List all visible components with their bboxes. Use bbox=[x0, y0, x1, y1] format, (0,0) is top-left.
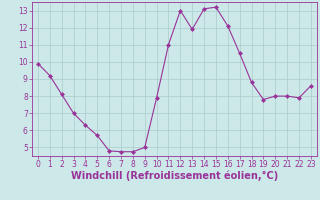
X-axis label: Windchill (Refroidissement éolien,°C): Windchill (Refroidissement éolien,°C) bbox=[71, 171, 278, 181]
